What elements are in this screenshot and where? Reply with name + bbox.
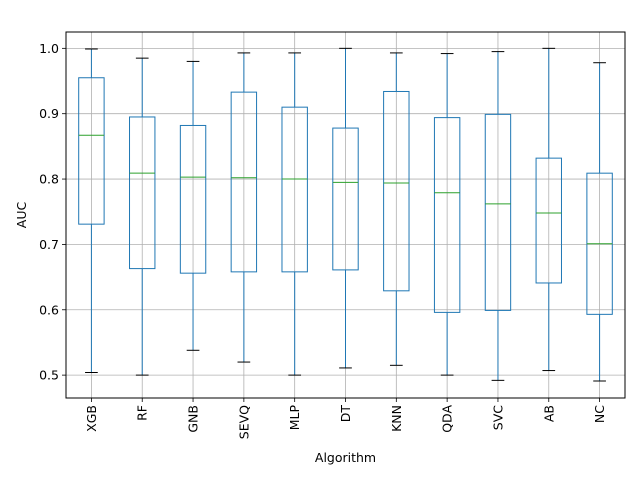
x-tick-label: GNB <box>186 405 201 433</box>
y-tick-label: 0.6 <box>39 302 59 317</box>
x-tick-label: DT <box>338 405 353 423</box>
x-tick-label: AB <box>541 405 556 422</box>
x-tick-label: NC <box>592 405 607 423</box>
iqr-box <box>281 106 308 273</box>
box-plot-series <box>78 47 613 382</box>
y-axis-label: AUC <box>14 202 29 229</box>
x-tick-label: RF <box>135 405 150 421</box>
iqr-box <box>484 113 512 311</box>
x-tick-label: XGB <box>84 405 99 432</box>
iqr-box <box>332 127 359 271</box>
iqr-box <box>78 77 105 225</box>
x-axis-label: Algorithm <box>315 450 376 465</box>
iqr-box <box>230 91 258 273</box>
iqr-box <box>383 90 410 292</box>
x-tick-label: MLP <box>287 405 302 431</box>
x-axis-ticks: XGB RF GNB SEVQ MLP DT KNN QDA SVC AB NC <box>84 398 607 439</box>
x-tick-label: SVC <box>490 405 505 430</box>
iqr-box <box>179 124 207 274</box>
y-tick-label: 0.8 <box>39 172 59 187</box>
x-tick-label: SEVQ <box>236 405 251 439</box>
iqr-box <box>129 116 156 270</box>
x-tick-label: QDA <box>440 405 455 433</box>
y-tick-label: 1.0 <box>39 41 59 56</box>
x-tick-label: KNN <box>389 405 404 432</box>
y-tick-label: 0.5 <box>39 368 59 383</box>
y-tick-label: 0.9 <box>39 106 59 121</box>
iqr-box <box>433 117 461 313</box>
y-tick-label: 0.7 <box>39 237 59 252</box>
y-axis-ticks: 0.5 0.6 0.7 0.8 0.9 1.0 <box>39 41 66 383</box>
iqr-box <box>535 157 562 284</box>
